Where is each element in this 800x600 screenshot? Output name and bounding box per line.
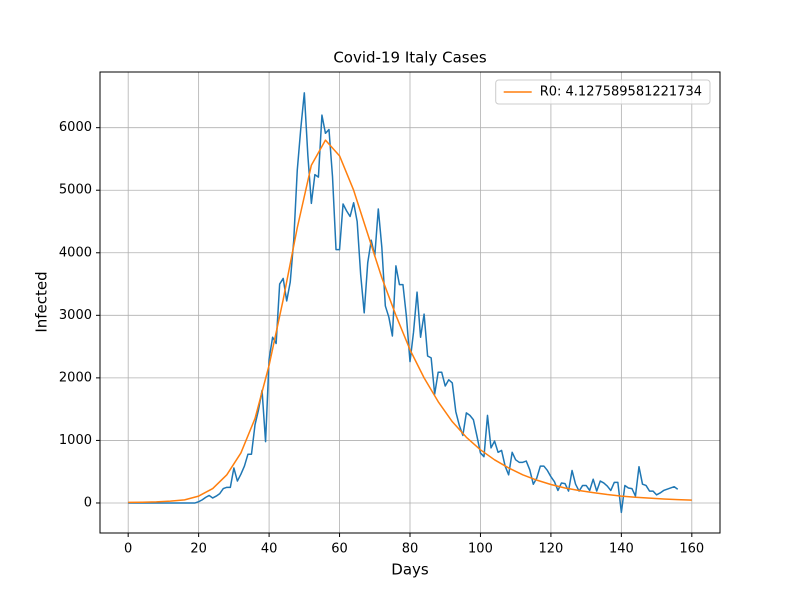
x-tick-label: 140 [609,542,634,557]
series-line [128,139,692,504]
y-tick-label: 0 [84,495,92,510]
x-tick-label: 100 [468,542,493,557]
x-tick-label: 0 [124,542,132,557]
y-tick-label: 3000 [59,308,92,323]
y-axis-label: Infected [33,271,51,332]
x-tick-label: 160 [679,542,704,557]
chart-title: Covid-19 Italy Cases [333,49,487,67]
x-tick-label: 80 [402,542,419,557]
y-tick-label: 6000 [59,120,92,135]
y-tick-label: 5000 [59,183,92,198]
x-tick-label: 20 [190,542,207,557]
x-tick-label: 40 [261,542,278,557]
plot-frame [99,71,721,534]
y-tick-label: 2000 [59,370,92,385]
legend-label: R0: 4.127589581221734 [540,85,702,100]
y-tick-label: 1000 [59,433,92,448]
x-tick-label: 120 [538,542,563,557]
legend: R0: 4.127589581221734 [495,79,711,105]
legend-box [495,79,711,105]
series-line [128,92,679,514]
y-tick-label: 4000 [59,245,92,260]
x-tick-label: 60 [331,542,348,557]
x-axis-label: Days [391,561,429,579]
